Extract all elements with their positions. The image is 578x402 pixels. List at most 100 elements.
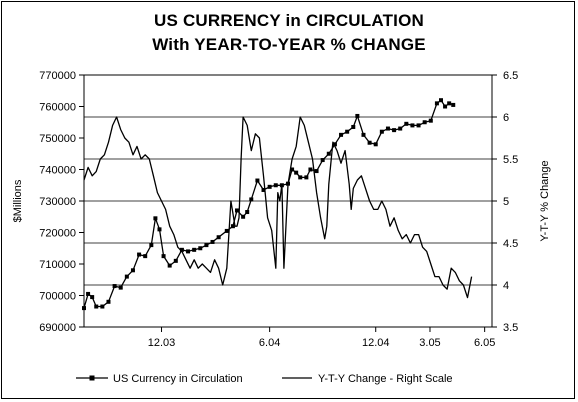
y2-tick-label: 5.5 [503, 154, 518, 166]
data-point [410, 123, 415, 128]
data-point [379, 129, 384, 134]
data-point [118, 285, 123, 290]
data-point [216, 235, 221, 240]
chart-title: US CURRENCY in CIRCULATION [154, 11, 424, 30]
series-line-yty [83, 116, 473, 299]
y-tick-label: 700000 [39, 291, 76, 303]
data-point [192, 247, 197, 252]
data-point [106, 299, 111, 304]
y2-tick-label: 5 [503, 196, 509, 208]
data-point [230, 224, 235, 229]
data-point [361, 132, 366, 137]
data-point [298, 175, 303, 180]
data-point [86, 291, 91, 296]
data-point [112, 284, 117, 289]
data-point [404, 121, 409, 126]
data-point [439, 98, 443, 103]
y-tick-label: 770000 [39, 70, 76, 82]
data-point [351, 124, 356, 129]
y2-tick-label: 3.5 [503, 322, 518, 334]
x-tick-label: 6.04 [259, 337, 280, 349]
data-point [290, 167, 295, 172]
y-tick-label: 710000 [39, 259, 76, 271]
data-point [235, 208, 239, 213]
legend-label-currency: US Currency in Circulation [113, 373, 243, 385]
data-point [167, 263, 172, 268]
x-tick-label: 6.05 [474, 337, 495, 349]
y-tick-label: 750000 [39, 133, 76, 145]
data-point [143, 254, 148, 259]
data-point [428, 118, 433, 123]
data-point [308, 167, 313, 172]
y2-tick-label: 6 [503, 112, 509, 124]
data-point [451, 102, 456, 107]
x-axis-ticks: 12.03 6.04 12.04 3.05 6.05 [148, 327, 495, 349]
data-point [90, 295, 95, 300]
data-point [398, 126, 403, 131]
data-point [241, 214, 246, 219]
data-point [416, 123, 421, 128]
x-tick-label: 3.05 [419, 337, 440, 349]
data-point [198, 246, 203, 251]
y-tick-label: 740000 [39, 165, 76, 177]
data-point [304, 175, 309, 180]
data-point [186, 249, 191, 254]
data-point [224, 228, 229, 233]
x-tick-label: 12.03 [148, 337, 176, 349]
legend-marker-currency [89, 375, 95, 381]
data-point [153, 216, 158, 221]
data-point [345, 129, 350, 134]
data-point [447, 101, 452, 106]
data-point [443, 104, 448, 109]
y-tick-label: 690000 [39, 322, 76, 334]
grid-lines [84, 116, 492, 286]
data-point [294, 170, 299, 175]
y2-tick-label: 4.5 [503, 238, 518, 250]
data-point [94, 304, 99, 309]
chart-subtitle: With YEAR-TO-YEAR % CHANGE [152, 35, 426, 54]
y-axis-label: $Millions [12, 179, 24, 222]
data-point [422, 120, 427, 125]
y2-axis-ticks: 3.5 4 4.5 5 5.5 6 6.5 [492, 70, 518, 334]
data-point [373, 142, 378, 147]
data-point [204, 243, 209, 248]
y2-tick-label: 6.5 [503, 70, 518, 82]
data-point [367, 140, 372, 145]
y2-tick-label: 4 [503, 280, 509, 292]
y-tick-label: 760000 [39, 102, 76, 114]
data-point [130, 268, 135, 273]
legend: US Currency in Circulation Y-T-Y Change … [76, 373, 453, 385]
y-axis-ticks: 690000 700000 710000 720000 730000 740000 7500… [39, 70, 84, 334]
data-point [124, 274, 129, 279]
data-point [434, 101, 439, 106]
y-tick-label: 730000 [39, 196, 76, 208]
data-point [149, 243, 154, 248]
plot-area-border [83, 74, 493, 328]
data-point [339, 132, 344, 137]
data-point [314, 169, 319, 174]
data-point [255, 178, 260, 183]
data-point [392, 128, 397, 133]
data-point [385, 126, 390, 131]
data-point [249, 197, 254, 202]
data-point [179, 247, 184, 252]
data-point [245, 210, 250, 215]
data-point [173, 258, 178, 263]
data-point [210, 239, 215, 244]
legend-label-yty: Y-T-Y Change - Right Scale [318, 373, 453, 385]
data-point [332, 142, 337, 147]
data-point [320, 158, 325, 163]
data-point [326, 151, 331, 156]
series-line-currency [83, 99, 454, 309]
data-point [267, 184, 272, 189]
data-point [137, 252, 142, 257]
data-point [157, 227, 162, 232]
series-group [82, 98, 473, 311]
data-point [261, 187, 266, 192]
x-tick-label: 12.04 [362, 337, 390, 349]
y2-axis-label: Y-T-Y % Change [539, 160, 551, 241]
y-tick-label: 720000 [39, 228, 76, 240]
data-point [273, 183, 278, 188]
